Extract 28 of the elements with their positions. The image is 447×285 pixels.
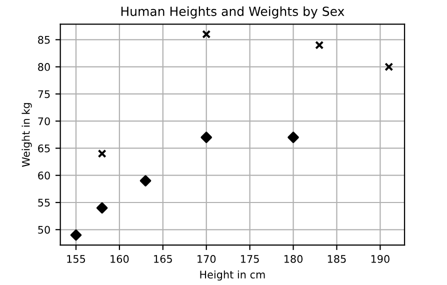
x-tick-label: 185 (328, 255, 346, 263)
y-axis-title: Weight in kg (22, 103, 32, 167)
x-tick-label: 170 (198, 255, 216, 263)
y-tick-label: 75 (38, 90, 50, 98)
x-tick-label: 160 (110, 255, 129, 263)
point (200, 132, 212, 144)
point (202, 30, 211, 39)
y-tick-label: 60 (38, 172, 50, 180)
y-tick-label: 70 (38, 117, 50, 126)
y-tick-label: 65 (38, 144, 50, 152)
point (315, 40, 324, 50)
y-tick-label: 85 (38, 36, 50, 44)
x-tick-label: 165 (154, 255, 172, 263)
point (70, 229, 82, 241)
x-tick-label: 175 (241, 255, 259, 263)
y-tick-label: 55 (38, 198, 50, 207)
chart-title: Human Heights and Weights by Sex (121, 6, 344, 18)
x-tick-label: 180 (284, 255, 303, 263)
point (384, 62, 394, 72)
x-axis-title: Height in cm (200, 270, 265, 281)
x-tick-label: 190 (371, 255, 390, 263)
y-tick-label: 80 (38, 63, 50, 71)
point (288, 132, 299, 144)
x-tick-label: 155 (67, 255, 86, 263)
point (98, 149, 106, 158)
point (96, 202, 108, 214)
y-tick-label: 50 (38, 226, 50, 234)
point (140, 175, 152, 186)
